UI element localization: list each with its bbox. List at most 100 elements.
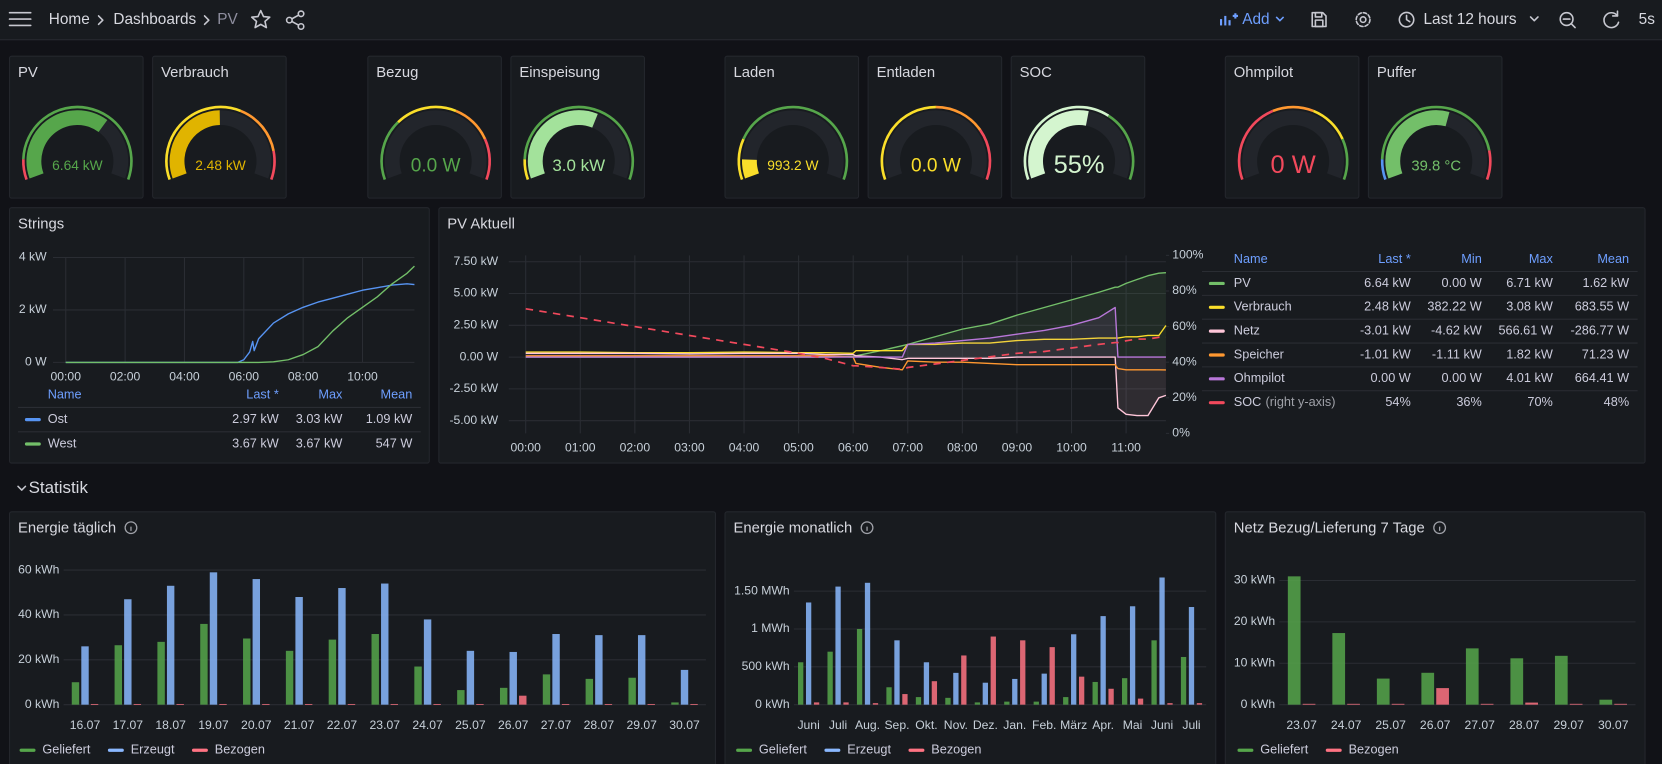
legend-header[interactable]: Name [48, 387, 82, 402]
bar [157, 641, 165, 705]
bar [519, 695, 527, 705]
legend-header[interactable]: Mean [1597, 251, 1629, 266]
legend-stat: 0.00 W [1442, 370, 1482, 385]
time-picker-icon[interactable] [1398, 11, 1415, 28]
legend-name[interactable]: Verbrauch [1234, 299, 1292, 314]
bar [1167, 703, 1173, 705]
info-icon[interactable] [860, 521, 874, 535]
x-tick-label: 22.07 [327, 718, 358, 732]
breadcrumb-home[interactable]: Home [49, 11, 90, 28]
y-tick-label: 60 kWh [18, 562, 59, 576]
legend-name[interactable]: Geliefert [1260, 742, 1308, 757]
breadcrumb-dashboards[interactable]: Dashboards [113, 11, 196, 28]
refresh-button[interactable] [1603, 10, 1620, 29]
save-button[interactable] [1311, 11, 1327, 28]
star-button[interactable] [250, 9, 271, 29]
bar [509, 651, 517, 705]
panel-title[interactable]: SOC [1020, 65, 1052, 81]
panel-title[interactable]: Entladen [877, 65, 936, 81]
bar [1188, 607, 1195, 705]
legend-name[interactable]: Speicher [1234, 346, 1285, 361]
bar [680, 669, 689, 705]
panel-title[interactable]: Strings [18, 217, 64, 233]
panel-title[interactable]: Bezug [376, 65, 418, 81]
legend-header[interactable]: Min [1461, 251, 1481, 266]
bar [872, 703, 879, 705]
gauge-value [741, 159, 760, 179]
legend-stat: -4.62 kW [1431, 322, 1482, 337]
bar [1525, 702, 1538, 705]
legend-name[interactable]: Geliefert [42, 742, 90, 757]
panel-title[interactable]: PV [18, 65, 38, 81]
panel-title[interactable]: Verbrauch [161, 65, 229, 81]
legend-name[interactable]: Erzeugt [131, 742, 175, 757]
legend-stat: 36% [1456, 394, 1481, 409]
legend-header[interactable]: Name [1234, 251, 1268, 266]
x-tick-label: 30.07 [1598, 718, 1629, 732]
legend-stat: 1.62 kW [1583, 275, 1630, 290]
legend-stat: -1.01 kW [1360, 346, 1411, 361]
series-line [525, 307, 1166, 371]
bar [542, 674, 551, 705]
panel-title[interactable]: PV Aktuell [447, 217, 515, 233]
legend-name[interactable]: SOC [1234, 394, 1262, 409]
x-tick-label: 29.07 [1553, 718, 1584, 732]
gauge-value [527, 110, 598, 179]
bar [1196, 703, 1203, 705]
legend-name[interactable]: Bezogen [215, 742, 265, 757]
panel-title[interactable]: Energie täglich [18, 521, 116, 537]
info-icon[interactable] [1433, 521, 1447, 535]
x-tick-label: Feb. [1032, 718, 1056, 732]
panel-title[interactable]: Netz Bezug/Lieferung 7 Tage [1234, 521, 1425, 537]
legend-name[interactable]: Netz [1234, 322, 1260, 337]
add-button[interactable]: Add [1220, 11, 1285, 28]
gauge-threshold [397, 105, 457, 124]
panel [867, 55, 1003, 199]
section-chevron[interactable] [17, 485, 27, 491]
bar [81, 646, 89, 705]
legend-stat: 1.09 kW [366, 411, 413, 426]
bar [1180, 656, 1187, 705]
legend-stat: 547 W [376, 435, 413, 450]
gauge-value-label: 0.0 W [911, 155, 961, 176]
x-tick-label: März [1060, 718, 1087, 732]
info-icon[interactable] [124, 521, 138, 535]
legend-name[interactable]: Erzeugt [847, 742, 891, 757]
refresh-interval[interactable]: 5s [1639, 11, 1656, 28]
legend-name[interactable]: Bezogen [931, 742, 981, 757]
legend-header[interactable]: Max [1529, 251, 1554, 266]
panel [1224, 511, 1646, 764]
bar [1510, 658, 1524, 705]
legend-name[interactable]: Bezogen [1349, 742, 1399, 757]
legend-header[interactable]: Last * [1378, 251, 1411, 266]
panel-title[interactable]: Ohmpilot [1234, 65, 1294, 81]
section-title[interactable]: Statistik [29, 478, 89, 497]
legend-header[interactable]: Max [318, 387, 343, 402]
legend-name[interactable]: Ohmpilot [1234, 370, 1285, 385]
legend-name[interactable]: Geliefert [759, 742, 807, 757]
time-range[interactable]: Last 12 hours [1424, 11, 1517, 28]
x-tick-label: 02:00 [110, 369, 141, 383]
bar [690, 703, 698, 705]
panel-title[interactable]: Laden [733, 65, 774, 81]
bar [805, 602, 812, 705]
bar [71, 682, 80, 705]
panel-title[interactable]: Einspeisung [519, 65, 600, 81]
legend-name[interactable]: PV [1234, 275, 1251, 290]
menu-button[interactable] [8, 11, 32, 27]
gauge-track [1242, 110, 1344, 179]
bar [843, 702, 849, 705]
add-label[interactable]: Add [1242, 11, 1269, 28]
zoom-out-button[interactable] [1559, 11, 1576, 29]
share-button[interactable] [285, 10, 305, 31]
x-tick-label: 21.07 [284, 718, 315, 732]
settings-button[interactable] [1355, 11, 1371, 28]
legend-name[interactable]: West [48, 435, 77, 450]
panel-title[interactable]: Energie monatlich [733, 521, 852, 537]
legend-header[interactable]: Last * [246, 387, 279, 402]
legend-name[interactable]: Ost [48, 411, 68, 426]
panel-title[interactable]: Puffer [1377, 65, 1416, 81]
bar [476, 703, 484, 705]
legend-stat: -1.11 kW [1432, 346, 1482, 361]
legend-header[interactable]: Mean [381, 387, 413, 402]
